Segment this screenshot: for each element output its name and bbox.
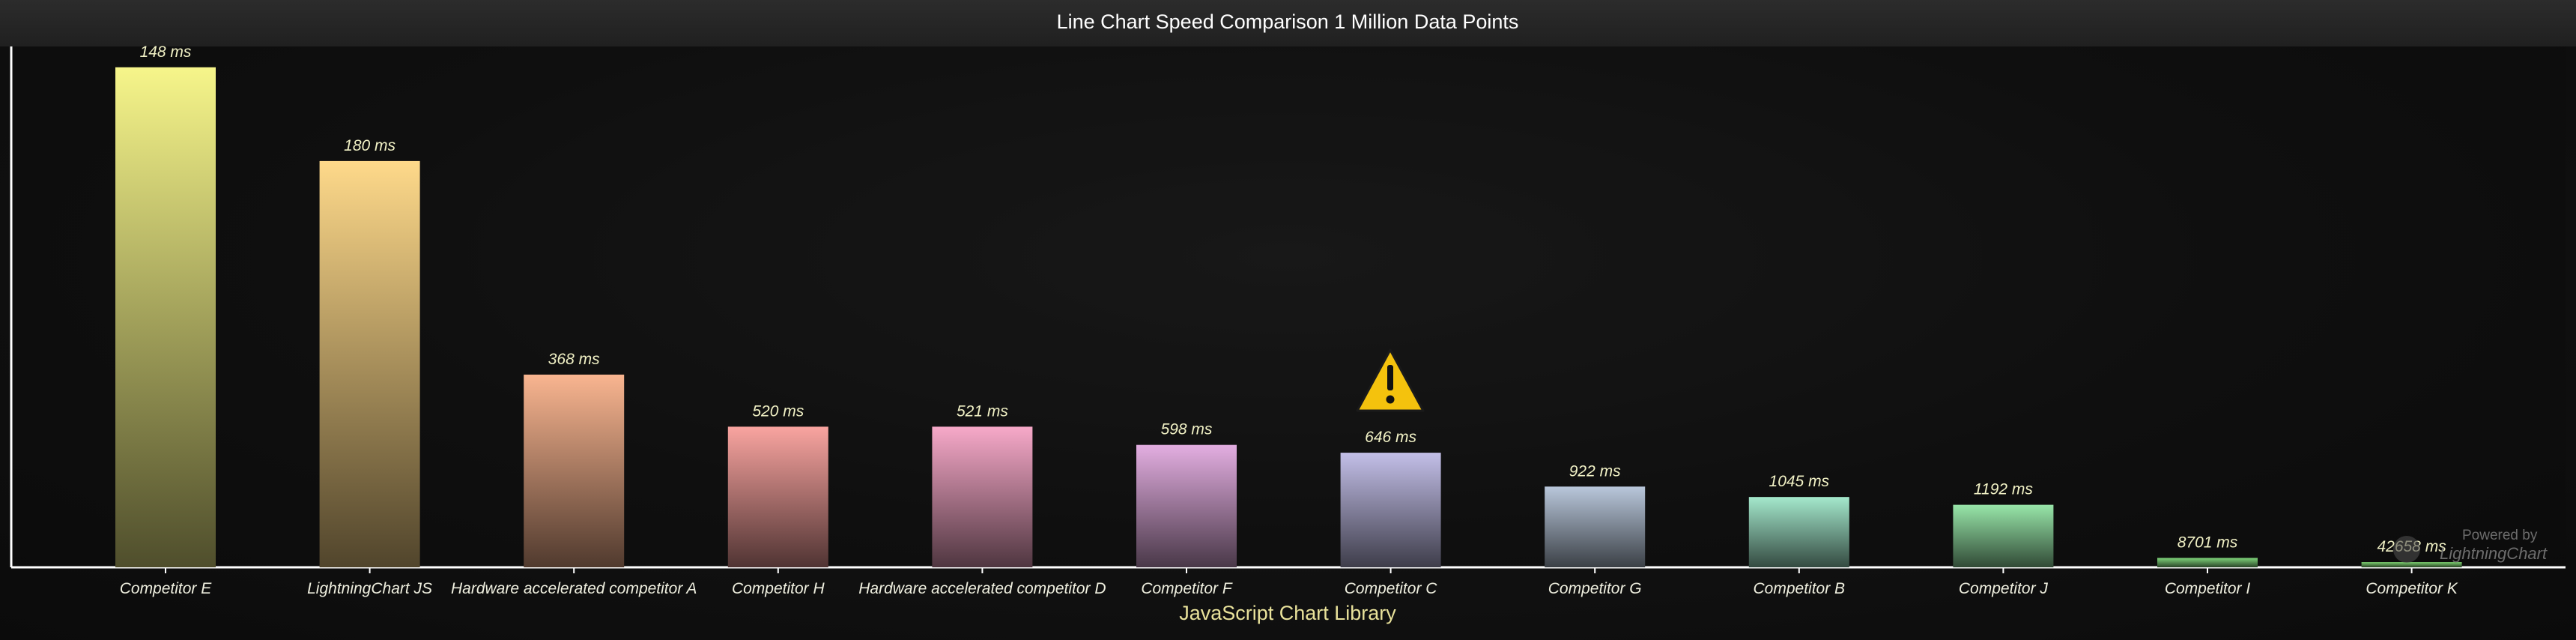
category-label-9: Competitor B bbox=[1754, 580, 1846, 597]
bar-10 bbox=[1953, 504, 2054, 567]
warning-icon bbox=[1356, 348, 1425, 412]
category-label-4: Competitor H bbox=[732, 580, 825, 597]
watermark-line1: Powered by bbox=[2462, 528, 2538, 543]
bar-3 bbox=[524, 374, 625, 567]
bar-6 bbox=[1136, 444, 1237, 567]
data-label-7: 646 ms bbox=[1365, 429, 1416, 446]
bar-5 bbox=[932, 426, 1033, 567]
data-label-1: 148 ms bbox=[140, 43, 192, 61]
bar-7 bbox=[1340, 453, 1441, 567]
plot-area bbox=[10, 46, 2566, 569]
chart-title: Line Chart Speed Comparison 1 Million Da… bbox=[1057, 10, 1519, 33]
data-label-9: 1045 ms bbox=[1769, 473, 1830, 490]
bars: 148 ms Competitor E 180 ms LightningChart J… bbox=[115, 43, 2462, 597]
category-label-5: Hardware accelerated competitor D bbox=[858, 580, 1106, 597]
data-label-2: 180 ms bbox=[344, 137, 396, 154]
bar-12 bbox=[2361, 562, 2462, 567]
bar-8 bbox=[1545, 486, 1646, 567]
data-label-3: 368 ms bbox=[548, 351, 600, 368]
bar-1 bbox=[115, 67, 216, 568]
category-label-10: Competitor J bbox=[1959, 580, 2049, 597]
bar-11 bbox=[2157, 558, 2258, 567]
category-label-3: Hardware accelerated competitor A bbox=[451, 580, 697, 597]
watermark-line2: LightningChart bbox=[2440, 544, 2548, 563]
bar-2 bbox=[319, 160, 420, 567]
bar-9 bbox=[1748, 497, 1849, 567]
bar-4 bbox=[727, 426, 828, 567]
category-label-12: Competitor K bbox=[2366, 580, 2458, 597]
data-label-10: 1192 ms bbox=[1974, 481, 2033, 498]
category-label-6: Competitor F bbox=[1141, 580, 1233, 597]
data-label-8: 922 ms bbox=[1569, 462, 1621, 480]
data-label-4: 520 ms bbox=[752, 402, 804, 420]
watermark: Powered by LightningChart bbox=[2393, 528, 2548, 563]
category-label-8: Competitor G bbox=[1548, 580, 1642, 597]
title-bar bbox=[0, 0, 2576, 46]
data-label-5: 521 ms bbox=[957, 402, 1008, 420]
x-axis-title: JavaScript Chart Library bbox=[1179, 602, 1396, 624]
category-label-2: LightningChart JS bbox=[307, 580, 432, 597]
category-label-1: Competitor E bbox=[120, 580, 213, 597]
category-label-11: Competitor I bbox=[2165, 580, 2251, 597]
data-label-6: 598 ms bbox=[1161, 421, 1213, 438]
category-label-7: Competitor C bbox=[1345, 580, 1438, 597]
data-label-11: 8701 ms bbox=[2178, 534, 2238, 551]
